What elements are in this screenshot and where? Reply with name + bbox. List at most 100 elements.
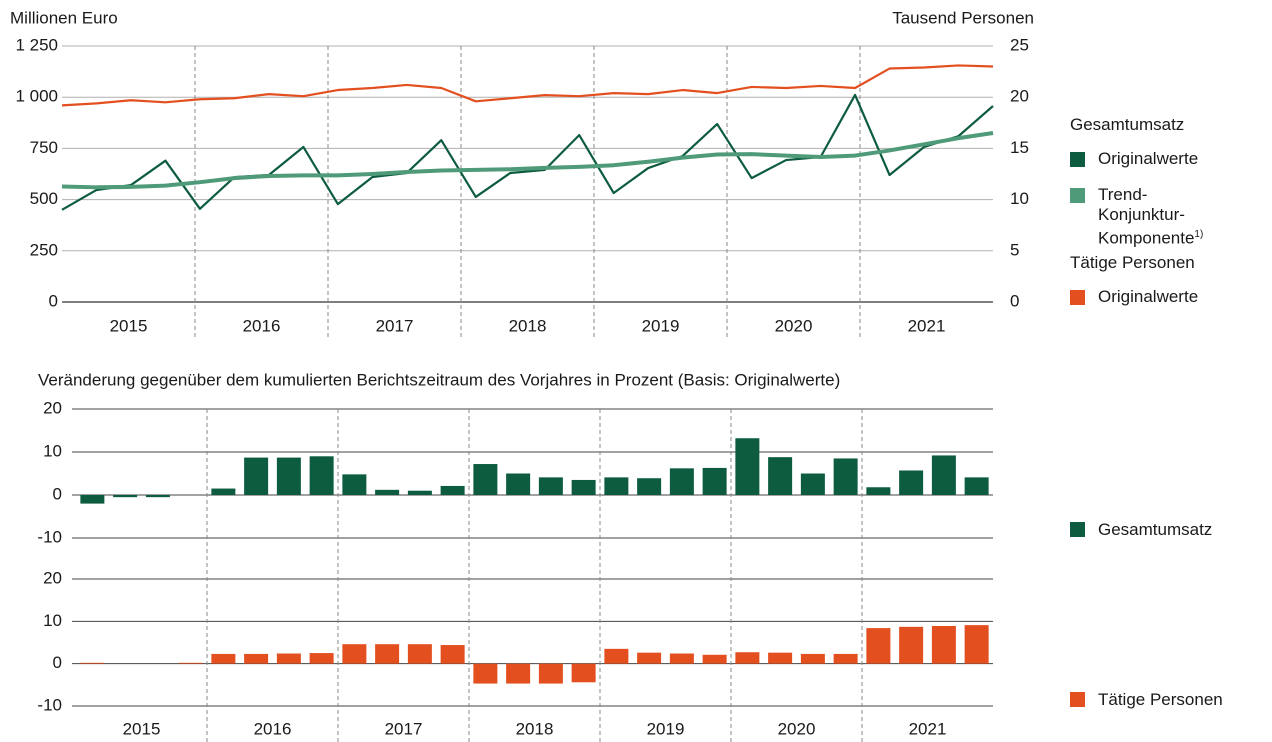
bar — [375, 489, 400, 495]
x-tick-label: 2017 — [376, 316, 414, 335]
y-tick-label: 0 — [49, 291, 58, 310]
bar — [931, 455, 956, 495]
bar — [571, 663, 596, 683]
y-axis-label: Millionen Euro — [10, 8, 118, 27]
bar — [866, 487, 891, 495]
bar — [244, 653, 269, 664]
bar — [309, 456, 334, 495]
bar — [735, 438, 760, 495]
bar — [178, 662, 203, 664]
bar — [375, 644, 400, 664]
y-tick-label: -10 — [37, 695, 62, 714]
legend-group-title: Gesamtumsatz — [1070, 115, 1185, 134]
bar — [538, 477, 563, 495]
bar — [407, 644, 432, 664]
bar — [768, 652, 793, 664]
bar — [276, 457, 301, 495]
y2-tick-label: 20 — [1010, 87, 1029, 106]
bar — [342, 644, 367, 664]
bar — [702, 654, 727, 664]
bar — [735, 652, 760, 664]
y-tick-label: 0 — [53, 653, 62, 672]
bar — [538, 663, 563, 684]
legend: Gesamtumsatz Originalwerte Trend-Konjunktu… — [1070, 115, 1260, 325]
y-tick-label: 10 — [43, 441, 62, 460]
x-tick-label: 2017 — [385, 719, 423, 738]
bar — [571, 479, 596, 495]
bar — [637, 478, 662, 495]
y-tick-label: 250 — [30, 240, 58, 259]
legend-label: Originalwerte — [1098, 149, 1228, 169]
bar — [669, 653, 694, 664]
legend-text: Originalwerte — [1098, 287, 1199, 306]
footnote-marker: 1) — [1194, 229, 1204, 240]
y2-tick-label: 10 — [1010, 189, 1029, 208]
legend-swatch — [1070, 290, 1085, 305]
legend-swatch — [1070, 522, 1085, 537]
bar — [800, 473, 825, 495]
bar — [473, 464, 498, 495]
bar — [211, 488, 236, 495]
bar — [145, 495, 170, 498]
bar — [768, 457, 793, 495]
chart-title: Veränderung gegenüber dem kumulierten Be… — [38, 370, 840, 389]
y2-axis-label: Tausend Personen — [892, 8, 1034, 27]
series-line — [61, 64, 994, 107]
bar — [702, 467, 727, 495]
legend: Tätige Personen — [1070, 690, 1270, 712]
x-tick-label: 2015 — [123, 719, 161, 738]
bar — [506, 473, 531, 495]
y2-tick-label: 25 — [1010, 35, 1029, 54]
legend-text: Trend-Konjunktur-Komponente — [1098, 185, 1195, 248]
bar — [899, 470, 924, 495]
bar — [800, 653, 825, 664]
series-line — [61, 131, 994, 190]
bar — [833, 458, 858, 495]
x-tick-label: 2020 — [775, 316, 813, 335]
x-tick-label: 2020 — [778, 719, 816, 738]
y-tick-label: 1 250 — [15, 35, 58, 54]
x-tick-label: 2018 — [516, 719, 554, 738]
bar — [309, 653, 334, 664]
y2-tick-label: 15 — [1010, 138, 1029, 157]
bar — [866, 628, 891, 664]
legend: Gesamtumsatz — [1070, 520, 1270, 542]
legend-label: Originalwerte — [1098, 287, 1228, 307]
legend-swatch — [1070, 692, 1085, 707]
bar — [113, 495, 138, 498]
legend-text: Originalwerte — [1098, 149, 1199, 168]
bar — [604, 477, 629, 495]
legend-swatch — [1070, 152, 1085, 167]
legend-swatch — [1070, 188, 1085, 203]
bar — [80, 662, 105, 664]
bar — [604, 648, 629, 664]
bar — [899, 626, 924, 664]
x-tick-label: 2021 — [909, 719, 947, 738]
bar — [506, 663, 531, 684]
y-tick-label: 750 — [30, 138, 58, 157]
legend-group-title: Tätige Personen — [1070, 253, 1195, 272]
x-tick-label: 2019 — [642, 316, 680, 335]
bar — [669, 468, 694, 495]
x-tick-label: 2015 — [110, 316, 148, 335]
bar — [276, 653, 301, 664]
bar — [931, 625, 956, 664]
bar — [964, 625, 989, 664]
x-tick-label: 2019 — [647, 719, 685, 738]
series-line — [61, 93, 994, 211]
bar — [211, 653, 236, 664]
bar — [637, 652, 662, 664]
y-tick-label: 10 — [43, 611, 62, 630]
bar — [440, 485, 465, 495]
x-tick-label: 2016 — [254, 719, 292, 738]
bar — [407, 490, 432, 495]
y-tick-label: 1 000 — [15, 87, 58, 106]
y2-tick-label: 0 — [1010, 291, 1019, 310]
legend-label: Gesamtumsatz — [1098, 520, 1213, 539]
y-tick-label: 20 — [43, 568, 62, 587]
legend-label: Tätige Personen — [1098, 690, 1223, 709]
y-tick-label: 20 — [43, 398, 62, 417]
legend-label: Trend-Konjunktur-Komponente1) — [1098, 185, 1228, 249]
y2-tick-label: 5 — [1010, 240, 1019, 259]
